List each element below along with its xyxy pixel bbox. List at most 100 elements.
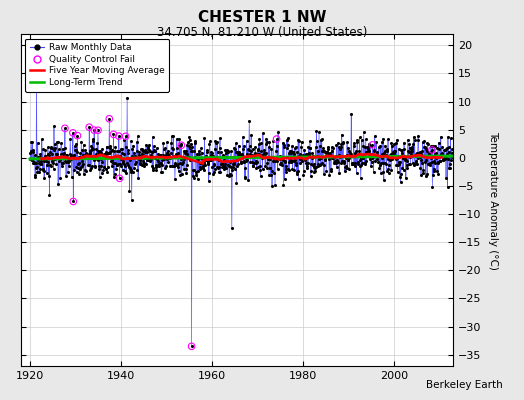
Point xyxy=(134,133,142,139)
Point xyxy=(27,139,36,146)
Point xyxy=(225,171,234,178)
Point xyxy=(385,162,394,168)
Point xyxy=(44,151,52,158)
Point xyxy=(299,155,307,162)
Point xyxy=(354,158,362,165)
Point xyxy=(225,162,233,169)
Point xyxy=(305,152,313,158)
Point xyxy=(438,150,446,157)
Point xyxy=(201,162,210,168)
Point xyxy=(345,151,354,157)
Point xyxy=(400,139,408,146)
Point xyxy=(270,170,278,176)
Point xyxy=(427,149,435,156)
Point xyxy=(251,144,259,150)
Point xyxy=(220,157,228,164)
Point xyxy=(375,144,383,150)
Point xyxy=(195,164,204,170)
Point xyxy=(213,163,221,170)
Point xyxy=(361,144,369,150)
Point xyxy=(421,159,429,166)
Point xyxy=(161,145,170,151)
Point xyxy=(396,179,405,186)
Point xyxy=(52,151,60,157)
Point xyxy=(386,157,395,164)
Point xyxy=(383,146,391,152)
Point xyxy=(150,148,159,155)
Point xyxy=(340,160,348,166)
Point xyxy=(294,138,303,144)
Point xyxy=(259,153,267,160)
Point xyxy=(421,173,430,180)
Point xyxy=(178,161,187,167)
Point xyxy=(414,137,422,144)
Point xyxy=(380,150,388,156)
Point xyxy=(145,146,153,153)
Point xyxy=(419,167,427,174)
Point xyxy=(274,166,282,172)
Point xyxy=(323,144,332,150)
Point xyxy=(254,147,262,153)
Point xyxy=(45,151,53,158)
Point xyxy=(331,159,339,165)
Point xyxy=(171,176,179,182)
Point xyxy=(277,160,286,166)
Point xyxy=(66,136,74,142)
Point xyxy=(241,175,249,182)
Point xyxy=(118,146,126,152)
Point xyxy=(83,151,92,158)
Point xyxy=(127,169,136,176)
Point xyxy=(402,162,411,168)
Point xyxy=(63,154,71,161)
Point xyxy=(305,145,314,151)
Point xyxy=(281,158,289,165)
Point xyxy=(78,158,86,164)
Point xyxy=(96,150,105,156)
Point xyxy=(368,142,377,148)
Point xyxy=(51,144,60,151)
Point xyxy=(37,158,45,164)
Point xyxy=(283,135,292,141)
Point xyxy=(207,152,215,158)
Point xyxy=(199,156,207,162)
Point xyxy=(28,139,37,145)
Point xyxy=(350,160,358,167)
Point xyxy=(377,151,386,157)
Point xyxy=(347,151,355,157)
Point xyxy=(113,162,122,168)
Point xyxy=(71,143,79,150)
Point xyxy=(322,168,331,174)
Point xyxy=(115,133,123,139)
Point xyxy=(223,147,231,153)
Point xyxy=(210,169,218,176)
Point xyxy=(169,132,178,139)
Point xyxy=(220,165,228,172)
Point xyxy=(244,152,253,159)
Point xyxy=(321,155,329,162)
Point xyxy=(371,158,379,164)
Point xyxy=(177,141,185,147)
Point xyxy=(354,152,363,158)
Point xyxy=(366,153,375,160)
Point xyxy=(306,144,314,151)
Point xyxy=(109,154,117,160)
Point xyxy=(443,144,451,151)
Point xyxy=(42,156,50,162)
Point xyxy=(273,157,281,164)
Point xyxy=(209,152,217,159)
Point xyxy=(315,129,323,135)
Point xyxy=(296,156,304,162)
Point xyxy=(199,165,208,172)
Point xyxy=(411,152,419,159)
Point xyxy=(268,183,276,189)
Point xyxy=(350,140,358,147)
Point xyxy=(232,180,241,186)
Point xyxy=(216,135,224,142)
Point xyxy=(33,169,41,175)
Point xyxy=(143,157,151,163)
Point xyxy=(27,157,36,163)
Point xyxy=(240,159,248,165)
Point xyxy=(424,150,433,157)
Point xyxy=(416,153,424,160)
Point xyxy=(369,154,377,160)
